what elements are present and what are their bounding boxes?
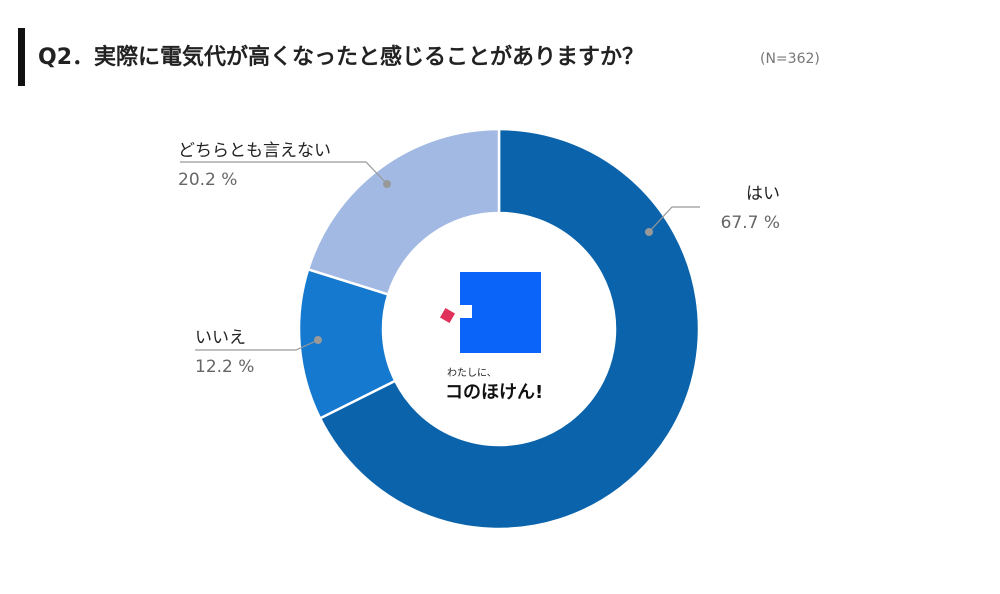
leader-dot	[645, 228, 653, 236]
labels: はい 67.7 % いいえ 12.2 % どちらとも言えない 20.2 %	[178, 141, 780, 377]
value-label: 67.7 %	[721, 213, 780, 233]
category-label: いいえ	[195, 328, 246, 348]
leader-line	[180, 161, 388, 185]
title-bar	[18, 28, 25, 86]
logo-diamond	[439, 307, 456, 324]
logo-text: わたしに、	[447, 367, 497, 379]
logo: わたしに、 コのほけん!	[439, 272, 543, 403]
slices	[297, 127, 701, 531]
chart-title: Q2．実際に電気代が高くなったと感じることがありますか？	[38, 44, 644, 70]
category-label: どちらとも言えない	[178, 141, 331, 161]
leader-line	[648, 206, 700, 233]
slice	[306, 127, 501, 296]
leader-line	[195, 339, 319, 351]
value-label: 12.2 %	[195, 357, 254, 377]
leader-dot	[383, 180, 391, 188]
logo-text: コのほけん!	[445, 382, 543, 403]
logo-square	[460, 272, 541, 353]
category-label: はい	[746, 184, 780, 204]
leader-dot	[314, 336, 322, 344]
value-label: 20.2 %	[178, 170, 237, 190]
logo-notch	[458, 305, 472, 318]
slice	[318, 127, 701, 531]
chart-subtitle: (N=362)	[760, 51, 820, 67]
